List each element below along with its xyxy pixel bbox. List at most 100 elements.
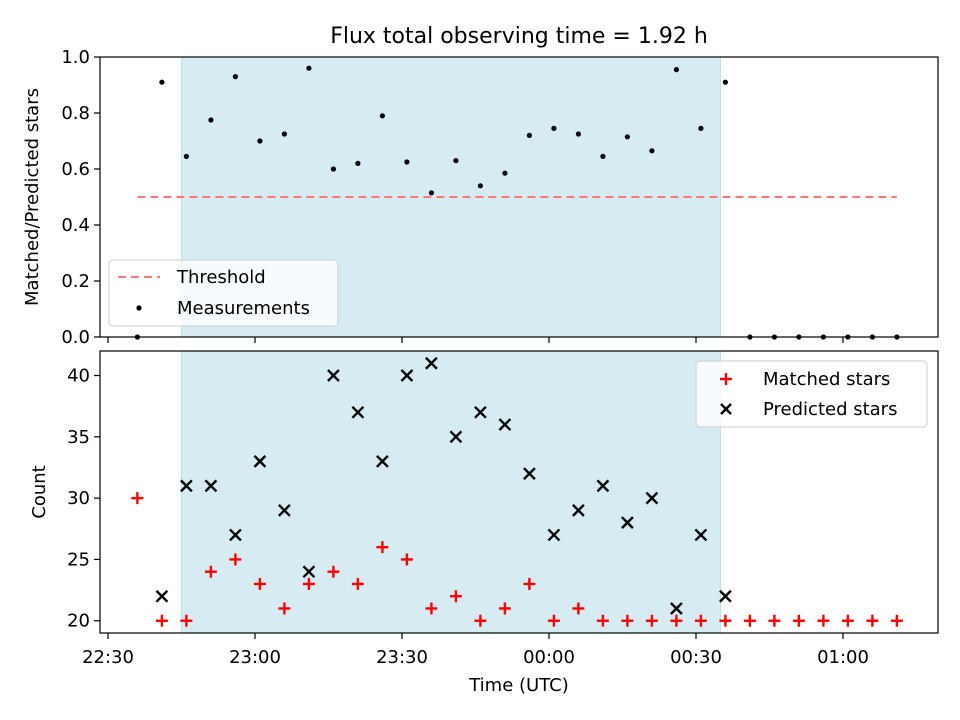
measurement-point <box>379 113 385 119</box>
ratio-y-tick-label: 0.2 <box>61 271 90 292</box>
observing-span-shade-bottom <box>181 350 721 634</box>
chart-title: Flux total observing time = 1.92 h <box>330 24 708 49</box>
predicted-star-point <box>474 405 487 419</box>
matched-legend-label: Matched stars <box>763 369 890 390</box>
matched-star-point <box>155 614 168 627</box>
count-y-tick-label: 40 <box>67 366 90 387</box>
measurement-point <box>159 79 165 85</box>
predicted-star-point <box>621 516 634 530</box>
predicted-star-point <box>498 418 512 431</box>
measurement-point <box>306 65 312 71</box>
predicted-star-point <box>351 405 365 419</box>
matched-star-point <box>743 614 756 627</box>
matched-star-point <box>792 614 805 627</box>
matched-star-point <box>449 590 462 603</box>
count-panel: 20 25 30 35 40 22:30 23:00 23:30 00:00 00:30 01:0… <box>29 350 939 696</box>
matched-star-point <box>498 602 511 615</box>
matched-star-point <box>204 565 217 578</box>
measurement-point <box>624 134 631 140</box>
measurement-point <box>281 131 287 137</box>
predicted-star-point <box>400 369 414 382</box>
ratio-y-tick-label: 0.0 <box>61 327 90 348</box>
matched-star-point <box>302 577 315 590</box>
matched-star-point <box>523 577 536 590</box>
count-x-tick-label: 23:30 <box>376 647 428 668</box>
count-points <box>131 356 903 627</box>
count-legend: Matched stars Predicted stars <box>695 360 928 428</box>
count-y-tick-label: 20 <box>67 611 90 632</box>
predicted-star-point <box>596 479 610 493</box>
predicted-star-point <box>449 430 463 444</box>
count-legend-box <box>695 360 928 428</box>
measurement-point <box>673 67 680 73</box>
predicted-star-point <box>547 528 561 542</box>
ratio-y-tick-label: 0.8 <box>61 103 90 124</box>
count-x-tick-label: 22:30 <box>82 647 134 668</box>
count-axes-frame <box>99 350 939 634</box>
predicted-star-point <box>645 491 659 505</box>
matched-star-point <box>621 614 634 627</box>
count-x-label: Time (UTC) <box>468 675 569 696</box>
matched-legend-marker <box>720 373 732 385</box>
measurement-point <box>502 170 508 176</box>
matched-star-point <box>327 565 340 578</box>
matched-star-point <box>596 614 609 627</box>
matched-star-point <box>131 492 144 505</box>
predicted-star-point <box>719 589 732 603</box>
count-y-tick-label: 35 <box>67 427 90 448</box>
measurement-point <box>551 125 557 131</box>
measurement-point <box>600 153 606 159</box>
matched-star-point <box>425 602 438 615</box>
measurement-point <box>477 183 483 189</box>
matched-star-point <box>278 602 291 615</box>
matched-star-point <box>841 614 854 627</box>
ratio-x-ticks <box>107 337 844 343</box>
ratio-y-tick-label: 0.4 <box>61 215 90 236</box>
matched-star-point <box>645 614 658 627</box>
measurement-point <box>257 138 263 144</box>
measurement-point <box>526 132 533 138</box>
predicted-star-point <box>523 467 536 480</box>
matched-star-point <box>890 614 903 627</box>
count-y-ticks: 20 25 30 35 40 <box>67 366 100 632</box>
matched-star-point <box>376 541 389 554</box>
predicted-star-point <box>253 454 267 468</box>
matched-star-point <box>474 614 487 627</box>
ratio-legend-box <box>108 259 339 327</box>
matched-star-point <box>866 614 879 627</box>
count-x-tick-label: 00:30 <box>670 647 722 668</box>
measurements-legend-marker <box>136 305 142 311</box>
ratio-y-tick-label: 1.0 <box>61 47 90 68</box>
predicted-star-point <box>155 589 169 603</box>
matched-star-point <box>670 614 683 627</box>
predicted-star-point <box>327 369 340 382</box>
measurement-point <box>453 158 459 164</box>
predicted-legend-marker <box>720 403 732 415</box>
predicted-star-point <box>670 602 683 615</box>
measurement-point <box>428 190 434 196</box>
matched-star-point <box>180 614 193 627</box>
measurement-point <box>575 131 582 137</box>
matched-star-point <box>547 614 560 627</box>
predicted-star-point <box>376 454 389 468</box>
count-y-label: Count <box>29 465 50 518</box>
predicted-star-point <box>302 565 316 579</box>
ratio-axes-frame <box>99 56 939 338</box>
ratio-y-ticks: 0.0 0.2 0.4 0.6 0.8 1.0 <box>61 47 100 348</box>
matched-star-point <box>351 577 364 590</box>
predicted-star-point <box>425 356 438 370</box>
measurement-point <box>232 74 238 80</box>
count-y-tick-label: 30 <box>67 488 90 509</box>
count-y-tick-label: 25 <box>67 549 90 570</box>
predicted-star-point <box>572 504 585 517</box>
measurements-legend-label: Measurements <box>177 298 310 319</box>
measurement-point <box>208 117 214 123</box>
predicted-legend-label: Predicted stars <box>763 399 897 420</box>
matched-star-point <box>253 577 266 590</box>
measurement-point <box>355 160 361 166</box>
measurement-point <box>404 159 410 165</box>
count-x-ticks: 22:30 23:00 23:30 00:00 00:30 01:00 <box>82 633 869 668</box>
predicted-star-point <box>229 528 242 542</box>
ratio-y-label: Matched/Predicted stars <box>22 88 43 306</box>
